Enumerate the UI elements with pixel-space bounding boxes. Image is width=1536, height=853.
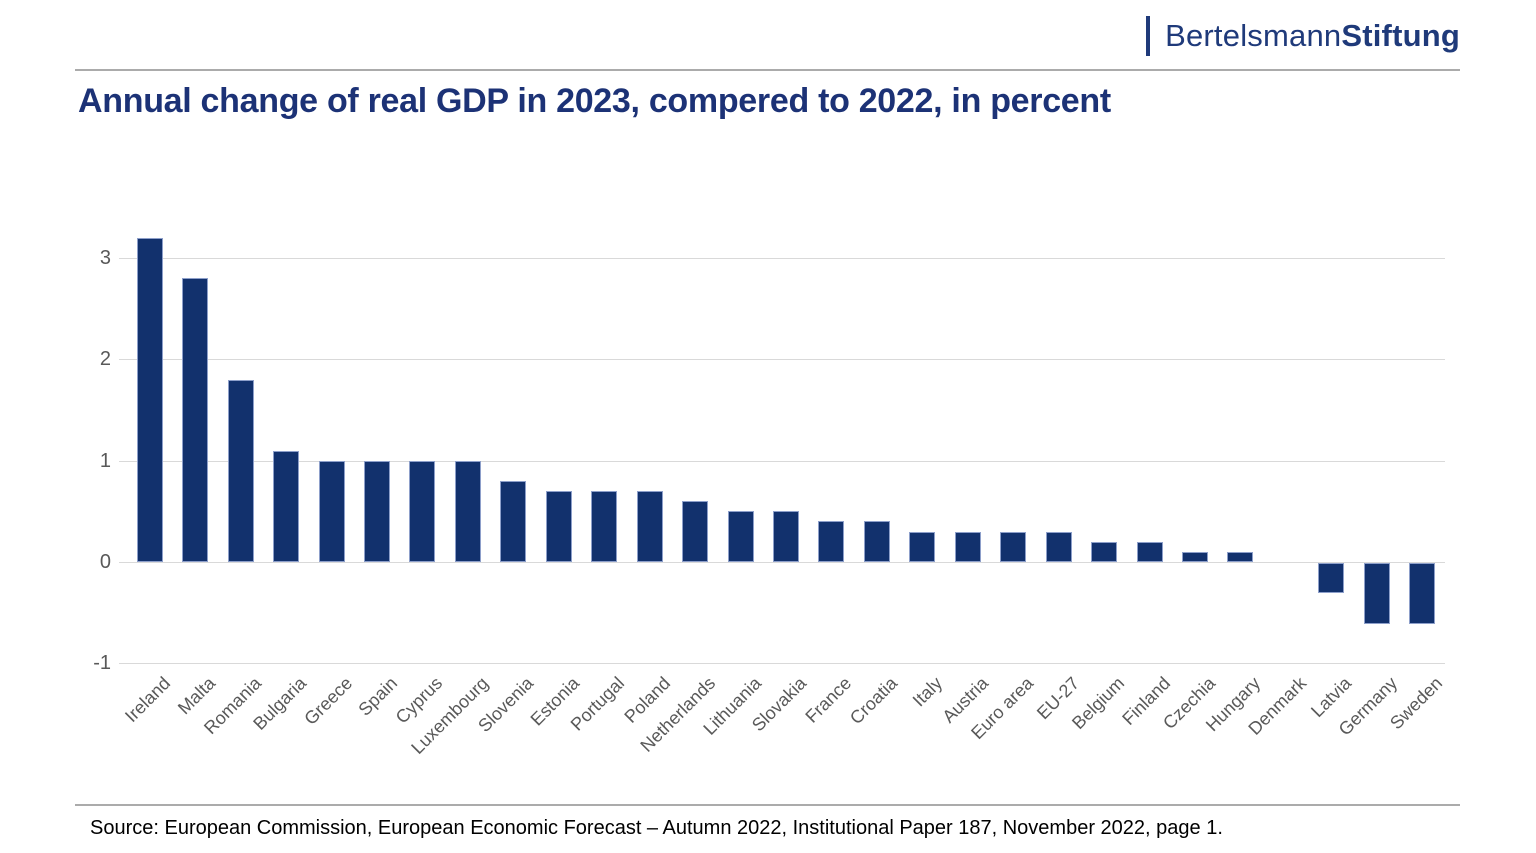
x-axis-label-croatia: Croatia bbox=[845, 673, 902, 729]
y-axis-tick-2: 2 bbox=[99, 348, 111, 370]
bar-malta bbox=[182, 278, 208, 562]
bar-hungary bbox=[1227, 552, 1253, 562]
bar-estonia bbox=[546, 491, 572, 562]
bar-lithuania bbox=[728, 511, 754, 562]
y-axis-tick-0: 0 bbox=[99, 551, 111, 573]
bottom-divider bbox=[75, 804, 1460, 806]
logo-vertical-bar-icon bbox=[1146, 16, 1151, 56]
bar-eu-27 bbox=[1046, 532, 1072, 562]
x-axis-label-italy: Italy bbox=[908, 673, 947, 711]
bar-luxembourg bbox=[455, 461, 481, 562]
source-note: Source: European Commission, European Ec… bbox=[90, 817, 1223, 839]
y-axis-tick-3: 3 bbox=[99, 247, 111, 269]
bar-austria bbox=[955, 532, 981, 562]
y-axis-tick--1: -1 bbox=[93, 652, 111, 674]
bertelsmann-stiftung-logo: BertelsmannStiftung bbox=[1146, 14, 1460, 58]
logo-text-regular: Bertelsmann bbox=[1165, 18, 1342, 53]
bar-ireland bbox=[137, 238, 163, 562]
bar-portugal bbox=[591, 491, 617, 562]
x-axis-label-greece: Greece bbox=[300, 673, 357, 729]
bar-bulgaria bbox=[273, 451, 299, 562]
gridline--1 bbox=[119, 663, 1445, 664]
bar-latvia bbox=[1318, 563, 1344, 593]
bar-italy bbox=[909, 532, 935, 562]
top-divider bbox=[75, 69, 1460, 71]
x-axis-label-france: France bbox=[801, 673, 856, 727]
y-axis-tick-1: 1 bbox=[99, 450, 111, 472]
bar-croatia bbox=[864, 521, 890, 562]
bar-finland bbox=[1137, 542, 1163, 562]
bar-belgium bbox=[1091, 542, 1117, 562]
x-axis-label-ireland: Ireland bbox=[121, 673, 175, 727]
logo-text-bold: Stiftung bbox=[1341, 18, 1460, 53]
bar-spain bbox=[364, 461, 390, 562]
gridline-0 bbox=[119, 562, 1445, 563]
bar-poland bbox=[637, 491, 663, 562]
gridline-1 bbox=[119, 461, 1445, 462]
bar-france bbox=[818, 521, 844, 562]
bar-romania bbox=[228, 380, 254, 562]
chart-title: Annual change of real GDP in 2023, compe… bbox=[78, 82, 1111, 120]
bar-slovenia bbox=[500, 481, 526, 562]
bar-slovakia bbox=[773, 511, 799, 562]
bar-netherlands bbox=[682, 501, 708, 562]
bar-greece bbox=[319, 461, 345, 562]
bar-germany bbox=[1364, 563, 1390, 624]
bar-cyprus bbox=[409, 461, 435, 562]
bar-sweden bbox=[1409, 563, 1435, 624]
bar-euro-area bbox=[1000, 532, 1026, 562]
logo-text: BertelsmannStiftung bbox=[1165, 18, 1460, 54]
bar-czechia bbox=[1182, 552, 1208, 562]
gridline-3 bbox=[119, 258, 1445, 259]
gridline-2 bbox=[119, 359, 1445, 360]
